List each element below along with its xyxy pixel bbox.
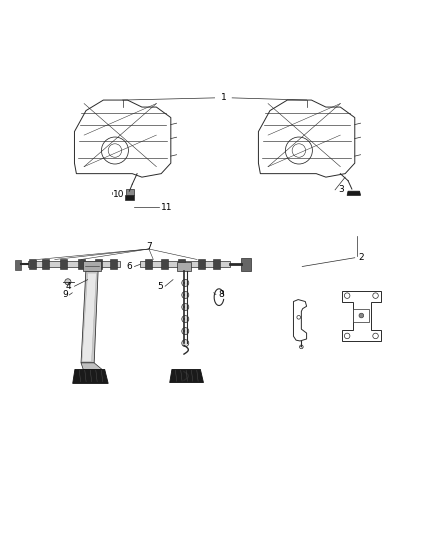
Bar <box>95 260 102 269</box>
Bar <box>29 260 36 269</box>
Circle shape <box>182 292 189 298</box>
Circle shape <box>182 328 189 335</box>
Bar <box>213 260 220 269</box>
Text: 4: 4 <box>65 282 71 290</box>
Text: 7: 7 <box>146 243 152 251</box>
Bar <box>78 260 85 269</box>
Circle shape <box>359 313 364 318</box>
Text: 9: 9 <box>62 290 68 300</box>
Bar <box>15 260 21 270</box>
Circle shape <box>182 303 189 311</box>
Bar <box>145 260 152 269</box>
Bar <box>60 260 67 269</box>
Bar <box>28 262 120 267</box>
Bar <box>83 261 101 271</box>
Bar <box>177 262 191 271</box>
Polygon shape <box>73 369 108 383</box>
Circle shape <box>65 279 71 285</box>
Text: 2: 2 <box>359 253 364 262</box>
Bar <box>178 260 185 269</box>
Polygon shape <box>347 191 360 196</box>
Text: 1: 1 <box>220 93 226 102</box>
Bar <box>110 260 117 269</box>
Bar <box>42 260 49 269</box>
Bar <box>241 258 251 271</box>
Bar <box>198 260 205 269</box>
Polygon shape <box>170 369 203 383</box>
Text: 8: 8 <box>218 290 224 299</box>
Text: 11: 11 <box>161 203 172 212</box>
Polygon shape <box>81 363 102 369</box>
Text: 3: 3 <box>339 185 345 195</box>
Circle shape <box>182 340 189 346</box>
Bar <box>140 262 230 267</box>
Bar <box>353 309 369 322</box>
Circle shape <box>182 316 189 322</box>
Bar <box>124 195 134 200</box>
Polygon shape <box>127 189 134 195</box>
Text: 10: 10 <box>113 190 124 199</box>
Text: 6: 6 <box>126 262 132 271</box>
Text: 5: 5 <box>157 282 163 290</box>
Polygon shape <box>82 273 96 361</box>
Polygon shape <box>81 271 98 363</box>
Bar <box>161 260 168 269</box>
Circle shape <box>182 279 189 286</box>
